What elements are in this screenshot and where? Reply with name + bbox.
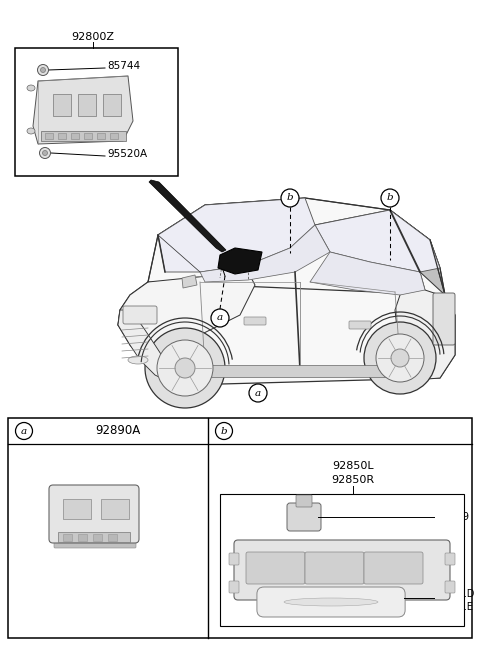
Circle shape	[145, 328, 225, 408]
Polygon shape	[118, 282, 455, 385]
Polygon shape	[182, 275, 197, 288]
FancyBboxPatch shape	[229, 581, 239, 593]
Bar	[103, 94, 121, 116]
Bar	[63, 499, 91, 519]
Polygon shape	[310, 252, 425, 295]
Polygon shape	[118, 272, 255, 345]
Bar	[84, 133, 92, 139]
Polygon shape	[158, 198, 315, 272]
Ellipse shape	[128, 356, 148, 364]
Bar	[15, 48, 178, 176]
Polygon shape	[33, 76, 133, 144]
FancyBboxPatch shape	[287, 503, 321, 531]
Bar	[93, 534, 102, 541]
Text: 92801D: 92801D	[436, 589, 474, 599]
Circle shape	[211, 309, 229, 327]
FancyBboxPatch shape	[364, 552, 423, 584]
Text: 92879: 92879	[436, 512, 469, 522]
Bar	[41, 131, 126, 141]
Ellipse shape	[27, 128, 35, 134]
Bar	[58, 532, 130, 542]
Bar	[78, 94, 96, 116]
Polygon shape	[218, 248, 262, 274]
Text: b: b	[287, 194, 293, 203]
Bar	[108, 534, 117, 541]
Circle shape	[40, 68, 46, 73]
FancyBboxPatch shape	[246, 552, 305, 584]
Text: 92800Z: 92800Z	[72, 32, 115, 42]
FancyBboxPatch shape	[123, 306, 157, 324]
Bar	[63, 534, 72, 541]
FancyBboxPatch shape	[296, 495, 312, 507]
Circle shape	[391, 349, 409, 367]
Text: 92850L: 92850L	[332, 461, 374, 471]
Circle shape	[249, 384, 267, 402]
Polygon shape	[395, 272, 455, 380]
Polygon shape	[149, 180, 226, 252]
FancyBboxPatch shape	[349, 321, 371, 329]
Polygon shape	[315, 210, 445, 295]
Text: 92850R: 92850R	[332, 475, 375, 485]
Bar	[97, 133, 105, 139]
FancyBboxPatch shape	[445, 553, 455, 565]
FancyBboxPatch shape	[433, 293, 455, 345]
Circle shape	[364, 322, 436, 394]
Polygon shape	[315, 210, 440, 272]
Bar	[71, 133, 79, 139]
Bar	[220, 494, 464, 626]
FancyBboxPatch shape	[305, 552, 364, 584]
FancyBboxPatch shape	[244, 317, 266, 325]
Bar	[45, 133, 53, 139]
Bar	[168, 365, 403, 377]
Circle shape	[175, 358, 195, 378]
Text: 95520A: 95520A	[107, 149, 147, 159]
Ellipse shape	[27, 85, 35, 91]
Ellipse shape	[284, 598, 378, 606]
Bar	[110, 133, 118, 139]
Text: 92801E: 92801E	[436, 602, 473, 612]
Text: b: b	[221, 426, 228, 436]
Bar	[78, 534, 87, 541]
Bar	[58, 133, 66, 139]
FancyBboxPatch shape	[229, 553, 239, 565]
FancyBboxPatch shape	[445, 581, 455, 593]
Text: b: b	[387, 194, 393, 203]
Text: 85744: 85744	[107, 61, 140, 71]
Circle shape	[376, 334, 424, 382]
Text: a: a	[217, 314, 223, 323]
Polygon shape	[148, 198, 445, 310]
FancyBboxPatch shape	[257, 587, 405, 617]
Polygon shape	[118, 310, 168, 380]
FancyBboxPatch shape	[49, 485, 139, 543]
Circle shape	[381, 189, 399, 207]
Text: a: a	[21, 426, 27, 436]
Bar	[8, 418, 472, 638]
Bar	[53, 94, 71, 116]
Polygon shape	[200, 225, 330, 282]
Bar	[101, 499, 129, 519]
Circle shape	[15, 422, 33, 440]
Circle shape	[216, 422, 232, 440]
Text: a: a	[255, 388, 261, 398]
Circle shape	[43, 150, 48, 155]
Circle shape	[37, 64, 48, 75]
Circle shape	[39, 148, 50, 159]
FancyBboxPatch shape	[234, 540, 450, 600]
FancyBboxPatch shape	[54, 538, 136, 548]
Text: 92890A: 92890A	[96, 424, 141, 438]
Circle shape	[281, 189, 299, 207]
Circle shape	[157, 340, 213, 396]
